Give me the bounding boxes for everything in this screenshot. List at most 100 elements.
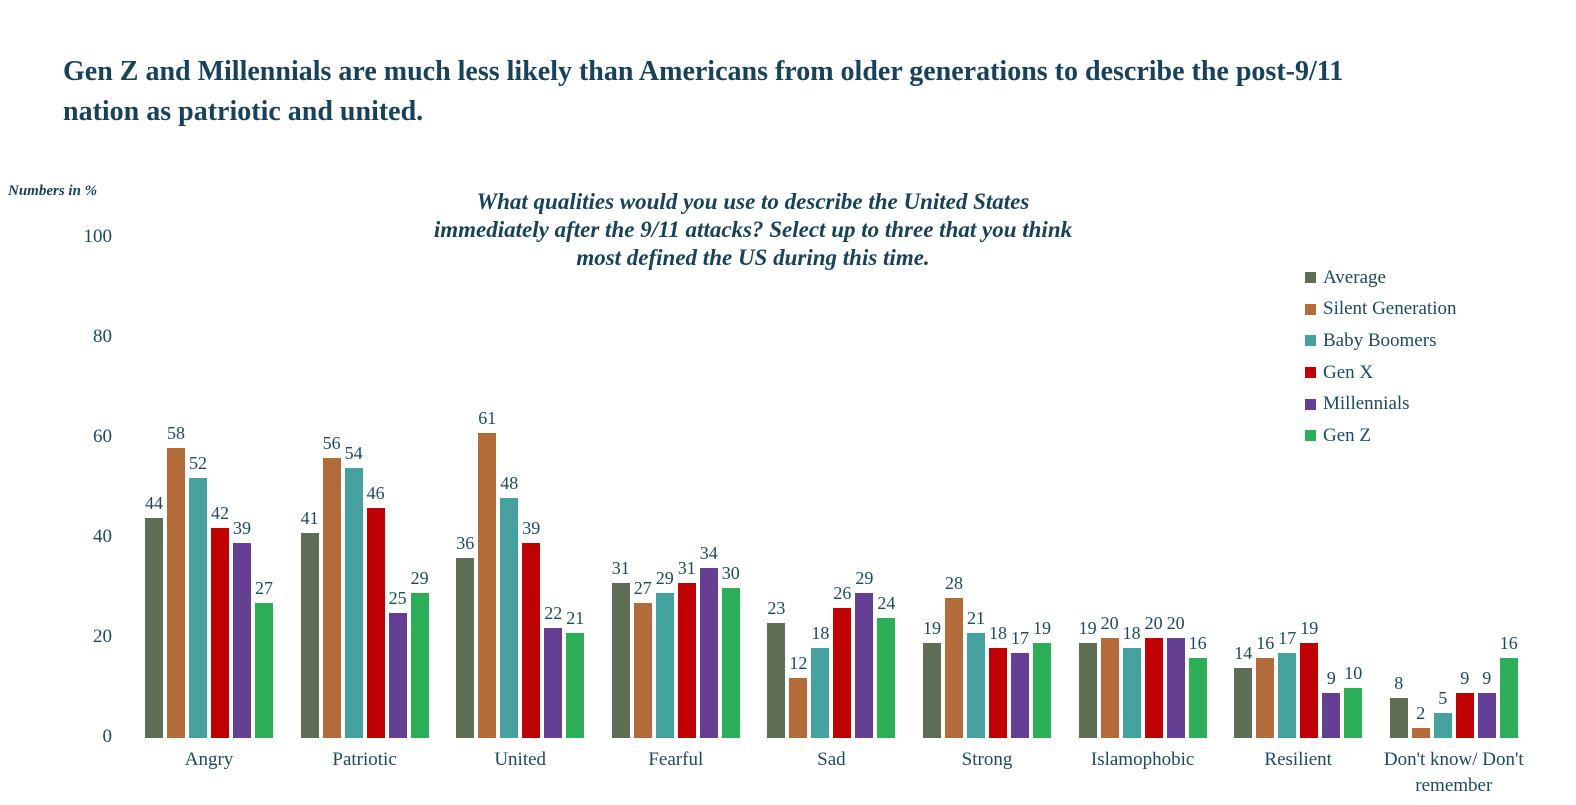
bar [1300, 643, 1319, 738]
category-label: Angry [184, 749, 234, 770]
bar-value-label: 31 [611, 558, 630, 578]
bar [633, 603, 652, 738]
bar [300, 533, 319, 738]
legend-label: Gen X [1323, 361, 1374, 383]
bar-value-label: 29 [410, 568, 429, 588]
chart-question-line-1: What qualities would you use to describe… [476, 189, 1030, 214]
bar [1322, 693, 1341, 738]
bar-value-label: 23 [767, 598, 786, 618]
bar-value-label: 41 [300, 508, 319, 528]
category-label: Fearful [648, 749, 704, 770]
bar [145, 518, 163, 738]
page-title: Gen Z and Millennials are much less like… [63, 52, 1483, 132]
bar [1234, 668, 1253, 738]
bar [989, 648, 1007, 738]
bar [211, 528, 229, 738]
bar-value-label: 31 [677, 558, 696, 578]
bar-value-label: 19 [1078, 618, 1097, 638]
bar [1256, 658, 1275, 738]
bar-value-label: 20 [1144, 613, 1163, 633]
page-title-line-2: nation as patriotic and united. [63, 96, 424, 127]
bar [456, 558, 475, 738]
legend-swatch-icon [1305, 272, 1316, 284]
chart-question-line-2: immediately after the 9/11 attacks? Sele… [433, 217, 1073, 242]
bar-value-label: 18 [811, 623, 830, 643]
bar [1389, 698, 1408, 738]
bar-value-label: 30 [721, 563, 740, 583]
bar [855, 593, 874, 738]
y-axis-tick-label: 0 [102, 726, 113, 747]
bar-value-label: 24 [877, 593, 896, 613]
category-label: United [494, 749, 547, 770]
bar [344, 468, 363, 738]
legend-swatch-icon [1305, 430, 1316, 442]
bar [1278, 653, 1297, 738]
bar [478, 433, 497, 738]
bar-value-label: 20 [1100, 613, 1119, 633]
bar-value-label: 5 [1438, 688, 1448, 708]
page-title-line-1: Gen Z and Millennials are much less like… [63, 56, 1344, 87]
bar-value-label: 48 [500, 473, 519, 493]
legend-label: Baby Boomers [1323, 329, 1437, 351]
bar [1455, 693, 1474, 738]
bar-value-label: 9 [1482, 668, 1492, 688]
y-axis-tick-label: 20 [93, 626, 112, 647]
bar-value-label: 52 [189, 453, 207, 473]
legend-swatch-icon [1305, 367, 1316, 379]
bar-value-label: 44 [145, 493, 163, 513]
bar-value-label: 9 [1460, 668, 1470, 688]
category-label: Patriotic [332, 749, 397, 770]
bar [1411, 728, 1430, 738]
bar-value-label: 16 [1256, 633, 1275, 653]
bar [1344, 688, 1363, 738]
bar [789, 678, 808, 738]
bar-value-label: 58 [167, 423, 185, 443]
bar [1433, 713, 1452, 738]
bar-value-label: 27 [255, 578, 273, 598]
bar [366, 508, 385, 738]
bar-value-label: 21 [566, 608, 585, 628]
bar [721, 588, 740, 738]
bar [1499, 658, 1518, 738]
category-label: Sad [817, 749, 846, 770]
bar-value-label: 14 [1234, 643, 1253, 663]
bar-value-label: 42 [211, 503, 229, 523]
bar [566, 633, 585, 738]
bar-value-label: 56 [322, 433, 341, 453]
bar-value-label: 2 [1416, 703, 1426, 723]
bar-value-label: 16 [1188, 633, 1207, 653]
category-label: Strong [961, 749, 1013, 770]
legend-item-average: Average [1305, 262, 1457, 294]
legend-label: Average [1323, 266, 1386, 288]
bar-value-label: 19 [923, 618, 941, 638]
legend-swatch-icon [1305, 335, 1316, 347]
bar [677, 583, 696, 738]
bar-value-label: 20 [1166, 613, 1185, 633]
bar-value-label: 29 [655, 568, 674, 588]
bar [500, 498, 519, 738]
bar [877, 618, 896, 738]
bar-value-label: 34 [699, 543, 718, 563]
bar [1144, 638, 1163, 738]
bar-value-label: 10 [1344, 663, 1363, 683]
bar [1078, 643, 1097, 738]
bar [322, 458, 341, 738]
bar [655, 593, 674, 738]
bar-value-label: 21 [967, 608, 985, 628]
legend-item-millennials: Millennials [1305, 388, 1457, 420]
bar-value-label: 17 [1011, 628, 1029, 648]
bar-value-label: 25 [388, 588, 407, 608]
axis-unit-note: Numbers in % [8, 183, 98, 199]
legend-item-gen-x: Gen X [1305, 357, 1457, 389]
y-axis-tick-label: 60 [93, 426, 112, 447]
legend-label: Silent Generation [1323, 298, 1457, 320]
bar [1477, 693, 1496, 738]
bar-value-label: 17 [1278, 628, 1297, 648]
bar [1100, 638, 1119, 738]
y-axis-tick-label: 40 [93, 526, 112, 547]
bar-value-label: 29 [855, 568, 874, 588]
bar-value-label: 39 [233, 518, 251, 538]
category-label: Don't know/ Don't remember [1383, 749, 1524, 796]
bar-value-label: 54 [344, 443, 363, 463]
